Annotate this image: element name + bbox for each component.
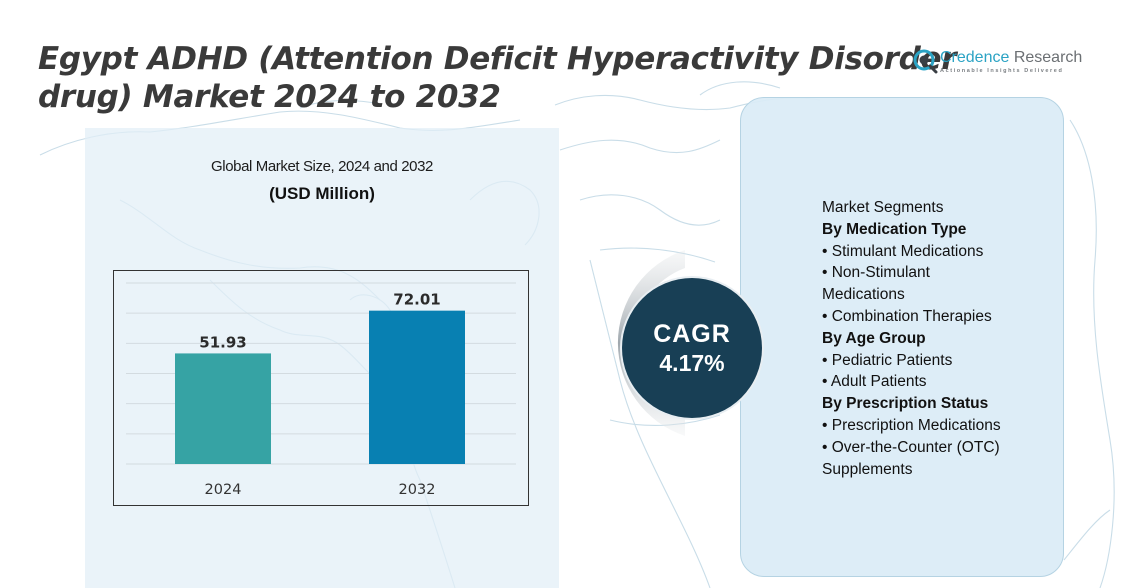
x-tick-label: 2032 [399,482,436,498]
segment-item: • Non-Stimulant Medications [822,264,930,304]
segment-item: • Adult Patients [822,373,927,391]
cagr-badge: CAGR 4.17% [622,278,762,418]
bar-2024 [175,353,271,464]
bar-2032 [369,310,465,464]
segment-item: • Combination Therapies [822,307,992,325]
logo-name-rest: Research [1009,48,1083,66]
logo-tagline: Actionable Insights Delivered [940,67,1064,74]
market-size-panel [85,128,559,588]
bar-value-label: 72.01 [393,291,440,309]
segment-heading-age-group: By Age Group [822,329,926,347]
cagr-value: 4.17% [659,350,725,376]
chart-subtitle: (USD Million) [269,184,375,203]
magnifier-logo-icon [912,48,938,74]
logo-name-accent: Credence [940,48,1010,66]
logo-name: Credence Research [940,49,1082,67]
chart-title: Global Market Size, 2024 and 2032 [211,158,433,175]
bar-chart: 51.93 2024 72.01 2032 [126,282,516,498]
market-segments-panel [740,97,1064,577]
market-segments-list: Market Segments By Medication Type • Sti… [822,197,1062,480]
bar-value-label: 51.93 [199,333,246,351]
x-tick-label: 2024 [205,482,242,498]
segment-item: • Stimulant Medications [822,242,984,260]
segment-heading-medication-type: By Medication Type [822,220,967,238]
title-line-1: Egypt ADHD (Attention Deficit Hyperactiv… [38,41,957,77]
cagr-label: CAGR [653,320,731,348]
segments-header: Market Segments [822,199,944,216]
segment-item: • Prescription Medications [822,416,1001,434]
chart-frame [113,270,529,506]
segment-heading-prescription-status: By Prescription Status [822,395,989,413]
title-line-2: drug) Market 2024 to 2032 [38,79,501,115]
segment-item: • Over-the-Counter (OTC) Supplements [822,438,1000,478]
page-title: Egypt ADHD (Attention Deficit Hyperactiv… [38,40,958,116]
credence-research-logo: Credence Research Actionable Insights De… [912,48,1082,74]
segment-item: • Pediatric Patients [822,351,953,369]
